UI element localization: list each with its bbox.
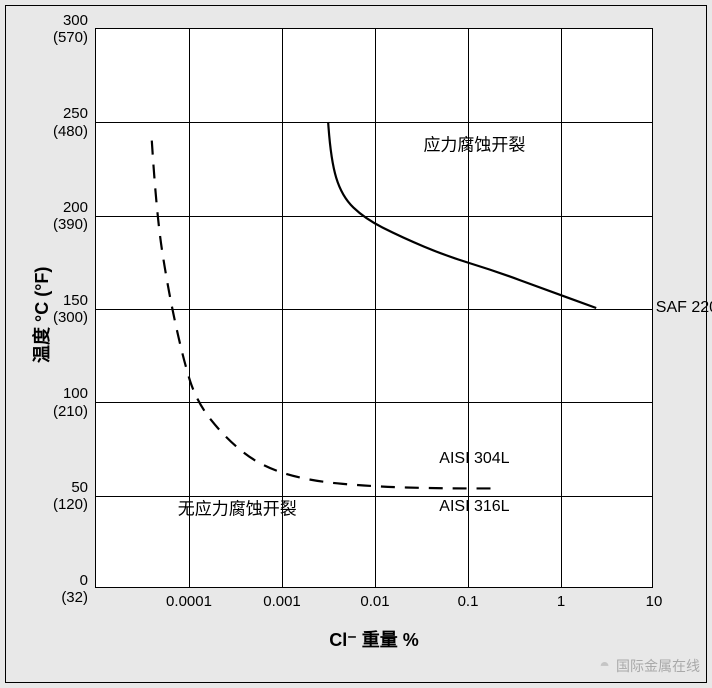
y-tick-label: 250(480) [53,105,96,140]
x-tick-label: 0.1 [458,587,479,610]
curve-a304_316 [152,141,495,489]
y-tick-label: 150(300) [53,292,96,327]
grid-line-h [96,309,652,310]
grid-line-v [375,29,376,587]
annotation-a304: AISI 304L [439,450,509,468]
y-tick-label: 300(570) [53,12,96,47]
x-tick-label: 0.0001 [166,587,212,610]
grid-line-h [96,402,652,403]
watermark-text: 国际金属在线 [616,656,700,676]
y-tick-label: 100(210) [53,385,96,420]
annotation-scc: 应力腐蚀开裂 [423,130,525,155]
x-tick-label: 1 [557,587,565,610]
annotation-a316: AISI 316L [439,498,509,516]
wechat-icon: ◓ [599,655,610,676]
watermark: ◓ 国际金属在线 [599,655,700,676]
annotation-saf2205: SAF 2205 [656,299,712,317]
grid-line-v [561,29,562,587]
grid-line-h [96,122,652,123]
y-tick-label: 0(32) [61,572,96,607]
x-tick-label: 0.001 [263,587,301,610]
y-tick-label: 50(120) [53,478,96,513]
x-axis-label: Cl⁻ 重量 % [95,626,653,652]
x-tick-label: 0.01 [360,587,389,610]
y-axis-label: 温度 °C (°F) [28,267,54,363]
y-tick-label: 200(390) [53,198,96,233]
x-tick-label: 10 [646,587,663,610]
grid-line-h [96,216,652,217]
annotation-no_scc: 无应力腐蚀开裂 [178,494,297,519]
